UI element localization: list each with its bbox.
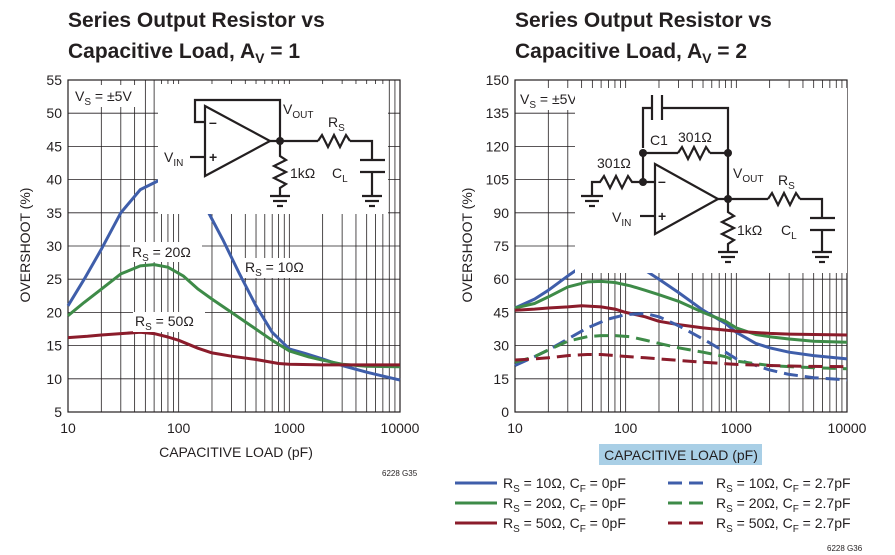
right-series-group bbox=[514, 255, 848, 382]
left-vin-label: VIN bbox=[164, 149, 183, 169]
right-vin-label: VIN bbox=[612, 209, 631, 229]
right-rs-label: RS bbox=[778, 172, 795, 192]
right-y-tick-label: 150 bbox=[486, 72, 510, 88]
legend-label: RS = 10Ω, CF = 0pF bbox=[503, 475, 626, 495]
left-vout-label: VOUT bbox=[283, 101, 313, 121]
left-x-tick-label: 10000 bbox=[381, 420, 420, 436]
left-y-tick-label: 20 bbox=[46, 304, 62, 320]
right-x-tick-label: 10 bbox=[507, 420, 523, 436]
legend-label: RS = 10Ω, CF = 2.7pF bbox=[716, 475, 851, 495]
right-y-tick-label: 30 bbox=[493, 338, 509, 354]
right-y-tick-label: 135 bbox=[486, 105, 510, 121]
left-annotation-rs50: RS = 50Ω bbox=[135, 313, 194, 333]
left-y-axis-label: OVERSHOOT (%) bbox=[17, 188, 33, 303]
right-x-tick-label: 100 bbox=[614, 420, 638, 436]
right-r301-feedback-label: 301Ω bbox=[678, 129, 712, 145]
legend-label: RS = 20Ω, CF = 0pF bbox=[503, 495, 626, 515]
right-schematic: – + VIN C1 301Ω 301Ω VOUT RS 1kΩ CL bbox=[575, 88, 847, 273]
left-opamp-plus: + bbox=[209, 149, 217, 165]
right-opamp-symbol bbox=[653, 162, 721, 236]
legend-label: RS = 20Ω, CF = 2.7pF bbox=[716, 495, 851, 515]
left-title: Series Output Resistor vs Capacitive Loa… bbox=[68, 9, 325, 66]
left-y-tick-label: 55 bbox=[46, 72, 62, 88]
right-y-tick-label: 120 bbox=[486, 138, 510, 154]
right-series-line bbox=[514, 353, 848, 369]
right-y-tick-label: 60 bbox=[493, 271, 509, 287]
right-vout-label: VOUT bbox=[733, 165, 763, 185]
left-figure-code: 6228 G35 bbox=[382, 469, 418, 478]
right-y-tick-label: 0 bbox=[501, 404, 509, 420]
right-title-line2: Capacitive Load, AV = 2 bbox=[515, 40, 747, 66]
left-title-line1: Series Output Resistor vs bbox=[68, 9, 325, 32]
right-c1-label: C1 bbox=[650, 132, 668, 148]
left-1k-label: 1kΩ bbox=[290, 165, 315, 181]
left-y-tick-label: 5 bbox=[54, 404, 62, 420]
right-x-tick-label: 10000 bbox=[828, 420, 867, 436]
left-schematic: – + VIN VOUT RS 1kΩ CL bbox=[158, 84, 388, 214]
left-x-tick-label: 1000 bbox=[274, 420, 305, 436]
right-y-axis-label: OVERSHOOT (%) bbox=[459, 188, 475, 303]
right-series-line bbox=[514, 279, 848, 344]
left-rs-label: RS bbox=[328, 114, 345, 134]
left-title-line2: Capacitive Load, AV = 1 bbox=[68, 40, 300, 66]
left-series-line bbox=[67, 263, 401, 369]
left-opamp-symbol bbox=[203, 104, 273, 178]
left-y-tick-label: 40 bbox=[46, 172, 62, 188]
left-y-tick-label: 45 bbox=[46, 138, 62, 154]
left-annotation-rs10: RS = 10Ω bbox=[245, 259, 304, 279]
right-opamp-minus: – bbox=[658, 173, 666, 189]
left-x-tick-label: 100 bbox=[167, 420, 191, 436]
left-series-group bbox=[66, 179, 401, 382]
left-y-tick-label: 25 bbox=[46, 271, 62, 287]
right-figure-code: 6228 G36 bbox=[827, 544, 863, 553]
right-annotations: VS = ±5V bbox=[517, 88, 589, 111]
left-y-tick-label: 15 bbox=[46, 338, 62, 354]
right-1k-label: 1kΩ bbox=[737, 222, 762, 238]
right-y-tick-label: 105 bbox=[486, 172, 510, 188]
left-x-axis-label: CAPACITIVE LOAD (pF) bbox=[159, 444, 313, 460]
left-opamp-minus: – bbox=[209, 114, 217, 130]
right-y-tick-label: 15 bbox=[493, 371, 509, 387]
left-y-tick-label: 35 bbox=[46, 205, 62, 221]
left-x-tick-label: 10 bbox=[60, 420, 76, 436]
left-series-line bbox=[67, 330, 400, 367]
right-vs-label: VS = ±5V bbox=[520, 91, 577, 111]
right-cl-label: CL bbox=[781, 222, 797, 242]
legend-label: RS = 50Ω, CF = 0pF bbox=[503, 515, 626, 535]
left-annotations: VS = ±5V RS = 20Ω RS = 10Ω RS = 50Ω bbox=[72, 85, 315, 333]
right-y-tick-label: 45 bbox=[493, 304, 509, 320]
right-series-line bbox=[514, 304, 848, 337]
right-opamp-plus: + bbox=[658, 208, 666, 224]
right-y-tick-label: 90 bbox=[493, 205, 509, 221]
right-tick-labels: 0 15 30 45 60 75 90 105 120 135 150 10 100 1000 10000 bbox=[486, 72, 867, 436]
right-x-tick-label: 1000 bbox=[721, 420, 752, 436]
legend-label: RS = 50Ω, CF = 2.7pF bbox=[716, 515, 851, 535]
left-cl-label: CL bbox=[332, 165, 348, 185]
left-y-tick-label: 10 bbox=[46, 371, 62, 387]
left-y-tick-label: 50 bbox=[46, 105, 62, 121]
right-xlabel-highlight bbox=[599, 444, 762, 465]
left-y-tick-label: 30 bbox=[46, 238, 62, 254]
right-x-axis-label: CAPACITIVE LOAD (pF) bbox=[604, 447, 758, 463]
right-r301-input-label: 301Ω bbox=[597, 155, 631, 171]
left-vs-label: VS = ±5V bbox=[75, 88, 132, 108]
right-series-line bbox=[514, 255, 848, 361]
right-title-line1: Series Output Resistor vs bbox=[515, 9, 772, 32]
left-annotation-rs20: RS = 20Ω bbox=[132, 244, 191, 264]
right-y-tick-label: 75 bbox=[493, 238, 509, 254]
right-series-line bbox=[514, 312, 848, 382]
right-title: Series Output Resistor vs Capacitive Loa… bbox=[515, 9, 772, 66]
